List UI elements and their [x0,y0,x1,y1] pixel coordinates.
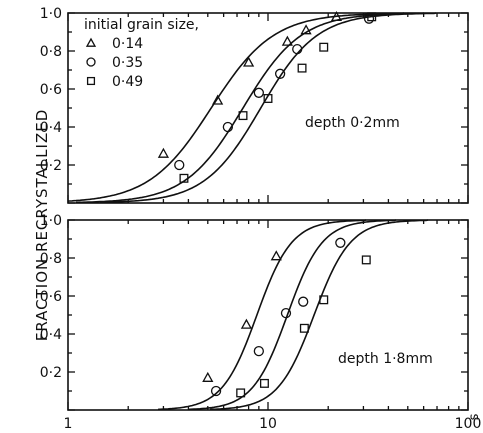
y-tick-label: 0·4 [40,120,62,136]
data-point-square [238,111,248,121]
data-point-circle [335,237,346,248]
data-point-square [259,378,269,388]
legend-marker-circle [86,57,96,67]
legend-marker-square [86,76,96,86]
data-point-triangle [157,147,170,158]
data-point-triangle [240,318,253,329]
data-point-circle [210,385,222,397]
data-point-square [319,42,329,52]
data-point-circle [274,68,286,79]
y-tick-label: 0·8 [40,251,62,267]
x-tick-label: 10 [259,416,277,432]
fit-curve-triangle [157,219,367,411]
panel-bottom: 0·2 0·4 0·6 0·8 1·0 1 10 100 depth 1·8mm [40,213,482,432]
legend-entry: 0·49 [112,74,143,90]
data-point-triangle [212,94,224,105]
panel-top: 0·2 0·4 0·6 0·8 1·0 depth 0·2mm initial grain … [40,6,469,204]
data-point-circle [363,13,375,24]
fit-curve-circle [187,219,397,411]
y-tick-label: 0·8 [40,44,62,60]
data-point-triangle [202,371,214,382]
y-tick-label: 0·2 [40,158,62,174]
y-tick-label: 0·6 [40,289,62,305]
data-point-square [361,255,371,265]
data-point-square [179,173,189,183]
y-tick-label: 0·4 [40,327,62,343]
data-point-triangle [243,56,255,67]
y-tick-label: 0·2 [40,365,62,381]
data-point-triangle [270,250,282,261]
data-point-square [297,63,307,73]
depth-annotation: depth 1·8mm [338,351,433,367]
fit-curve-square [209,219,429,411]
data-point-square [319,295,329,305]
data-point-circle [298,296,309,307]
x-tick-label: 1 [64,416,73,432]
legend-title: initial grain size, [84,17,199,33]
y-tick-label: 1·0 [40,6,62,22]
data-point-square [236,388,246,398]
x-axis-unit-label: s [467,413,482,420]
data-point-circle [253,345,264,357]
legend-entry: 0·14 [112,36,143,52]
y-axis-label: FRACTION RECRYSTALLIZED [33,109,51,342]
fit-curve-square [99,12,437,204]
data-point-square [367,12,377,22]
data-point-circle [222,121,234,133]
data-point-circle [280,307,292,319]
x-tick-label: 100 [455,416,482,432]
data-point-square [299,323,309,333]
fit-curve-triangle [67,12,405,202]
data-point-circle [174,159,185,171]
depth-annotation: depth 0·2mm [305,115,400,131]
y-tick-label: 1·0 [40,213,62,229]
y-tick-label: 0·6 [40,82,62,98]
legend-marker-triangle [85,37,97,47]
data-point-square [263,94,273,103]
legend-entry: 0·35 [112,55,143,71]
data-point-triangle [281,35,293,46]
data-point-triangle [300,24,312,35]
data-point-circle [253,87,264,98]
